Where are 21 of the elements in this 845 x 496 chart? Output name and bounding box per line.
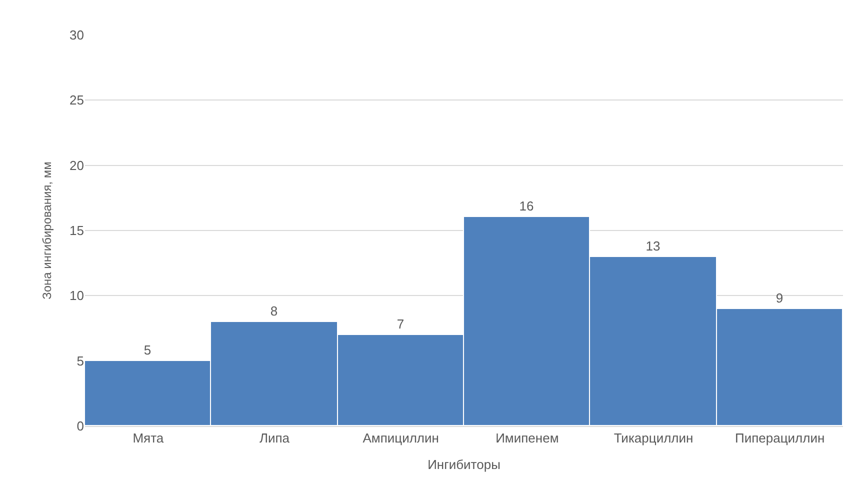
- x-tick-label: Липа: [259, 430, 290, 446]
- y-axis-title: Зона ингибирования, мм: [40, 162, 54, 300]
- data-label: 9: [776, 290, 784, 306]
- x-tick-label: Тикарциллин: [614, 430, 694, 446]
- x-tick-label: Пиперациллин: [735, 430, 825, 446]
- x-axis-title: Ингибиторы: [428, 457, 500, 472]
- y-tick-label: 0: [76, 418, 84, 434]
- x-tick-label: Ампициллин: [362, 430, 439, 446]
- data-label: 5: [144, 342, 152, 358]
- y-tick-label: 10: [70, 288, 84, 304]
- x-tick-label: Имипенем: [496, 430, 559, 446]
- data-label: 7: [396, 316, 404, 332]
- y-tick-label: 5: [76, 353, 84, 368]
- y-tick-label: 15: [70, 223, 84, 238]
- y-tick-label: 30: [70, 28, 84, 43]
- y-tick-label: 20: [70, 158, 84, 173]
- data-label: 16: [519, 198, 534, 214]
- y-tick-label: 25: [70, 92, 84, 108]
- x-tick-label: Мята: [132, 430, 164, 446]
- data-label: 8: [270, 304, 278, 318]
- data-label: 13: [646, 238, 660, 254]
